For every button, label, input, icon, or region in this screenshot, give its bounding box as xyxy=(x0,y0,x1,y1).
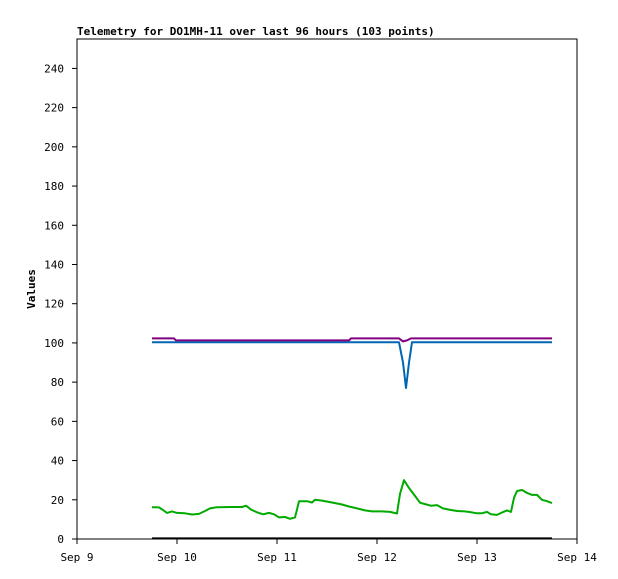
chart-title: Telemetry for DO1MH-11 over last 96 hour… xyxy=(77,25,435,38)
x-tick-label: Sep 14 xyxy=(557,551,597,564)
y-tick-label: 60 xyxy=(51,415,64,428)
series-group xyxy=(151,337,553,540)
y-tick-label: 80 xyxy=(51,376,64,389)
y-tick-label: 240 xyxy=(44,62,64,75)
x-tick-label: Sep 9 xyxy=(60,551,93,564)
y-tick-label: 200 xyxy=(44,141,64,154)
series-line-2 xyxy=(151,479,553,520)
series-line-0 xyxy=(152,341,552,389)
x-tick-label: Sep 12 xyxy=(357,551,397,564)
y-tick-label: 40 xyxy=(51,455,64,468)
y-axis-label: Values xyxy=(25,269,38,309)
x-tick-label: Sep 13 xyxy=(457,551,497,564)
y-tick-label: 220 xyxy=(44,102,64,115)
y-tick-label: 0 xyxy=(57,533,64,546)
y-tick-label: 100 xyxy=(44,337,64,350)
series-line-1 xyxy=(152,337,552,343)
y-tick-label: 180 xyxy=(44,180,64,193)
y-axis: 0 20 40 60 80 100 120 140 160 180 200 220 240 xyxy=(44,62,77,546)
x-tick-label: Sep 10 xyxy=(157,551,197,564)
y-tick-label: 160 xyxy=(44,219,64,232)
y-tick-label: 120 xyxy=(44,298,64,311)
plot-area xyxy=(76,38,578,540)
x-tick-label: Sep 11 xyxy=(257,551,297,564)
y-tick-label: 20 xyxy=(51,494,64,507)
x-axis: Sep 9 Sep 10 Sep 11 Sep 12 Sep 13 Sep 14 xyxy=(60,539,597,564)
y-tick-label: 140 xyxy=(44,258,64,271)
